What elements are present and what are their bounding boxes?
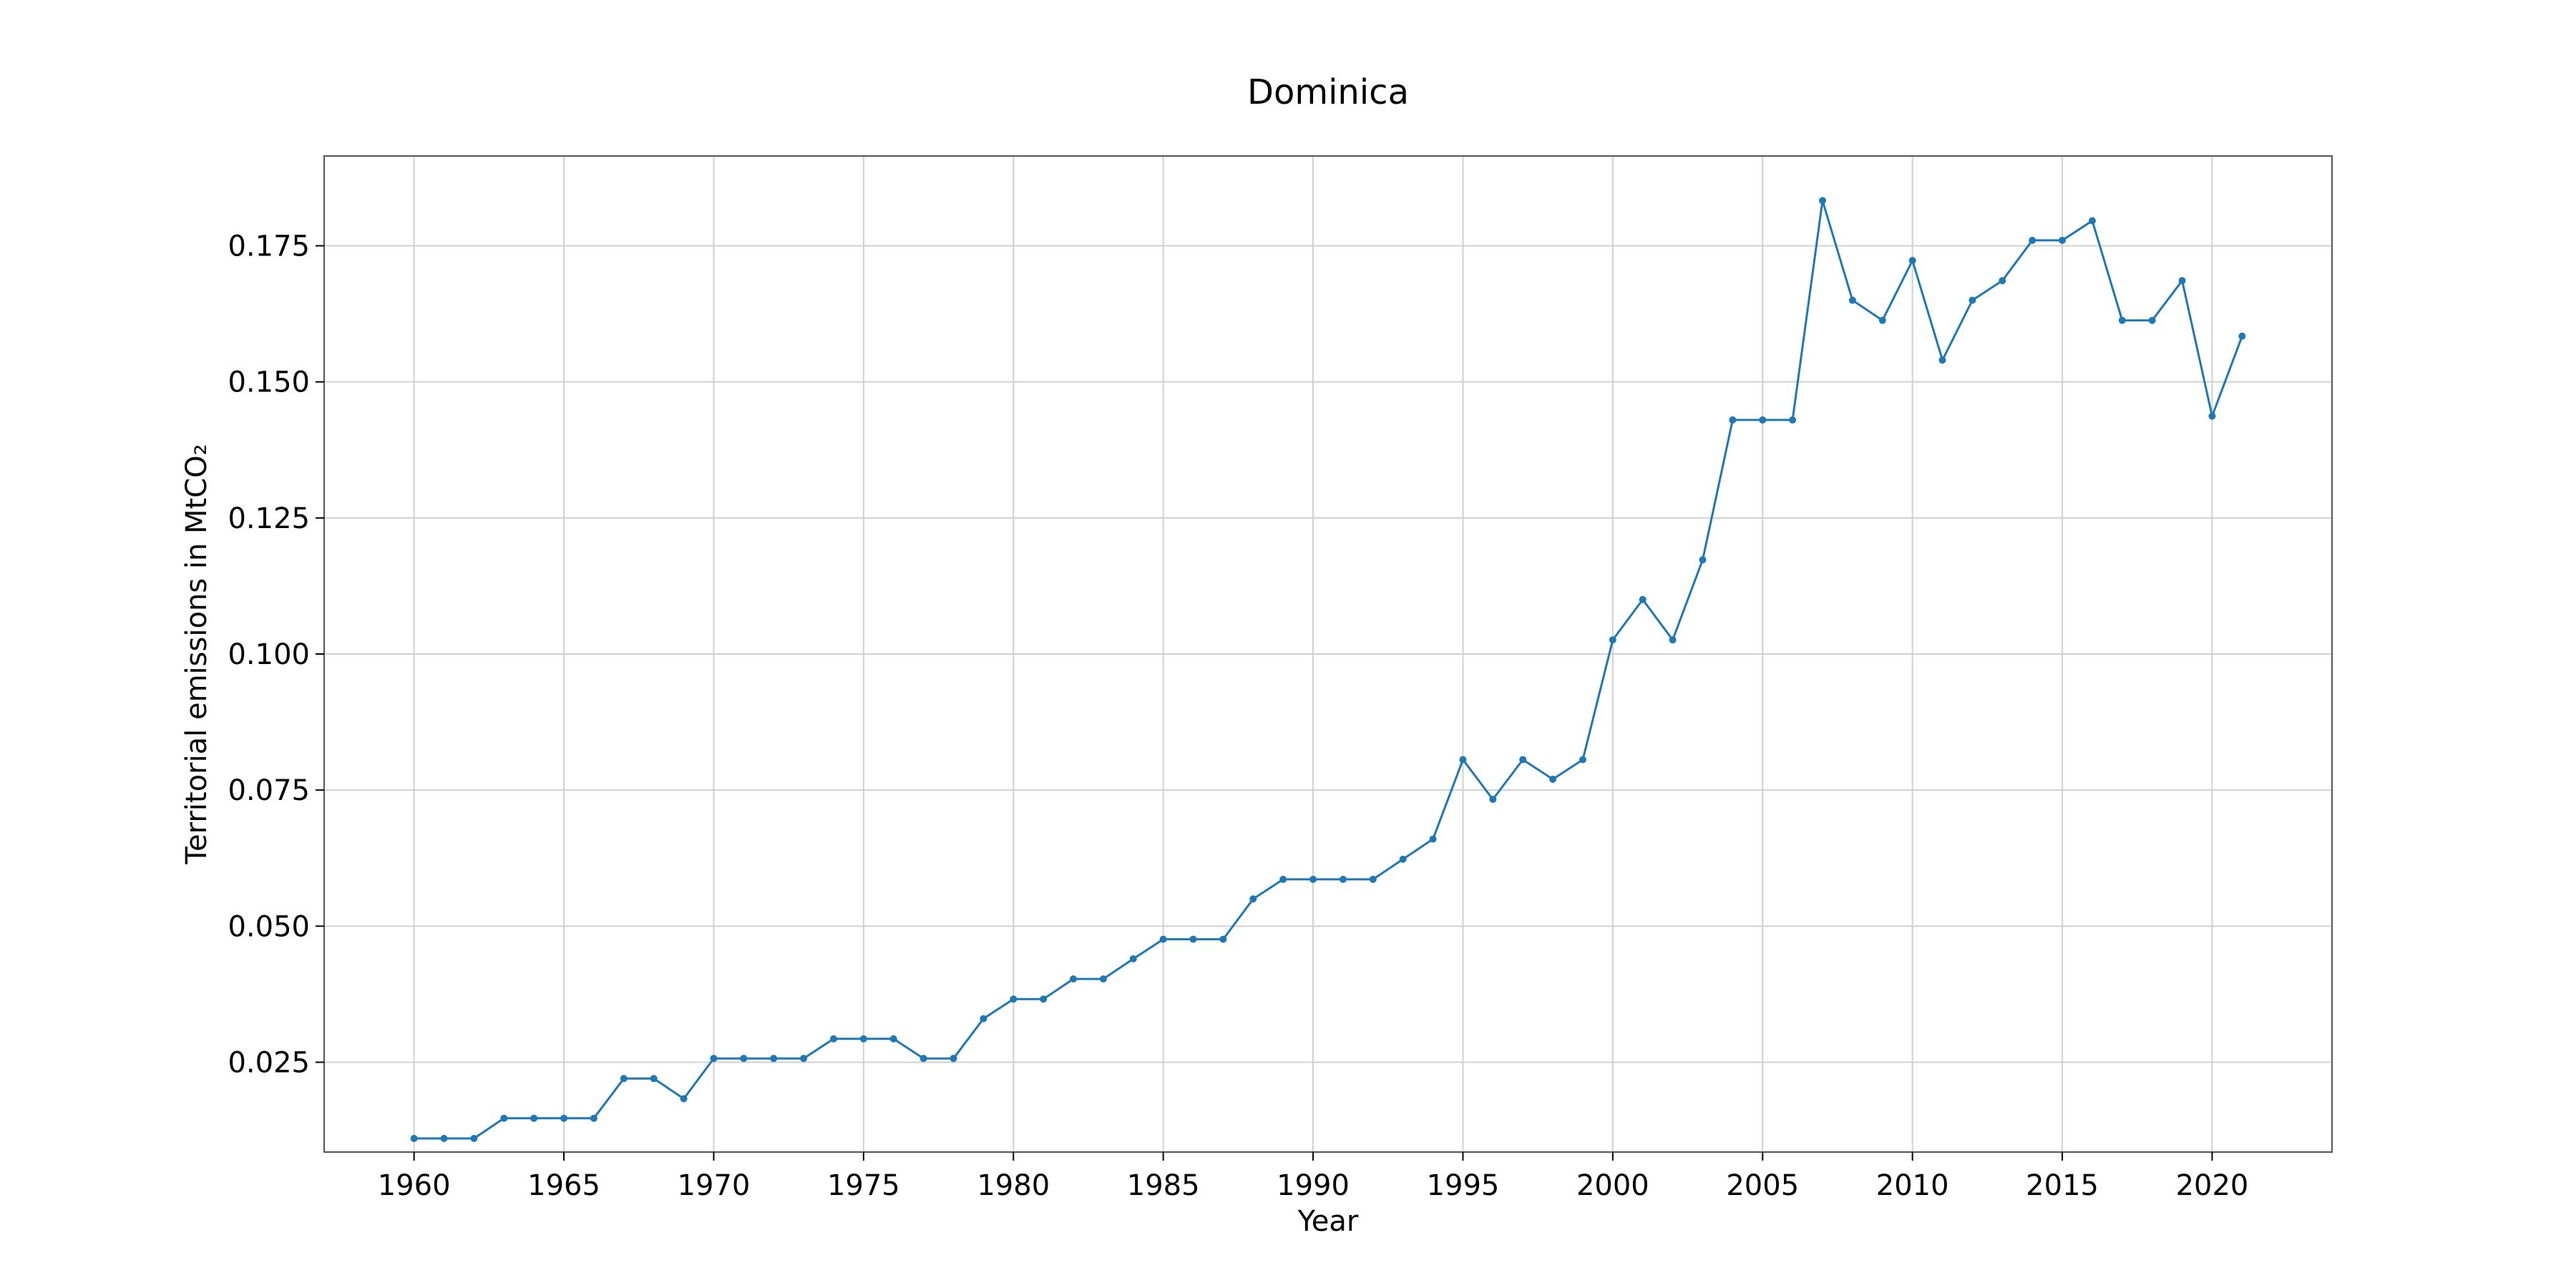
x-tick-label: 1965 [527,1169,600,1202]
data-point [470,1134,478,1142]
data-point [1339,875,1347,883]
data-point [590,1114,597,1122]
x-tick-label: 2010 [1876,1169,1949,1202]
data-point [800,1055,808,1063]
x-tick-label: 1990 [1277,1169,1350,1202]
data-point [440,1134,448,1142]
data-point [2208,412,2216,420]
data-point [980,1015,987,1023]
data-point [919,1055,927,1063]
x-tick-label: 1975 [827,1169,900,1202]
x-tick-label: 1980 [977,1169,1050,1202]
data-point [2088,217,2096,225]
data-point [2178,277,2186,285]
data-point [2118,316,2126,324]
x-tick-label: 1960 [378,1169,451,1202]
data-point [650,1075,658,1083]
data-point [710,1055,718,1063]
grid-layer [324,156,2332,1152]
data-point [1070,975,1078,983]
data-point [1729,416,1737,424]
data-point [829,1035,837,1043]
data-point [1519,756,1527,763]
data-point [1369,875,1377,883]
data-point [1489,796,1497,804]
data-point [1878,316,1886,324]
y-tick-label: 0.050 [228,910,310,943]
data-point [620,1075,628,1083]
y-tick-label: 0.175 [228,230,310,263]
data-point [1159,935,1167,943]
data-point [1968,296,1976,304]
ticks-layer: 1960 1965 1970 1975 1980 1985 1990 1995 2000 2005… [228,230,2248,1202]
data-point [560,1114,568,1122]
data-point [1279,875,1287,883]
data-point [530,1114,538,1122]
data-point [2059,236,2067,244]
x-axis-label: Year [1297,1205,1359,1238]
data-point [1099,975,1107,983]
data-point [1249,895,1257,903]
data-point [1759,416,1767,424]
y-tick-label: 0.100 [228,638,310,671]
data-point [2238,332,2246,340]
data-point [1848,296,1856,304]
data-point [680,1095,688,1103]
data-point [500,1114,508,1122]
series-line [414,200,2243,1140]
data-point [1040,995,1048,1003]
data-point [1219,935,1227,943]
data-point [1639,595,1646,603]
x-tick-label: 1995 [1427,1169,1500,1202]
x-tick-label: 2015 [2026,1169,2099,1202]
data-point [1699,556,1707,564]
data-point [1789,416,1797,424]
data-point [740,1055,748,1063]
data-point [889,1035,897,1043]
data-point [1609,636,1616,644]
data-point [1819,197,1827,205]
data-point [1579,756,1586,763]
data-point [2029,236,2036,244]
data-point [1908,257,1916,265]
data-point [1010,995,1018,1003]
data-point [859,1035,867,1043]
data-point [1549,775,1557,783]
data-point [1309,875,1317,883]
x-tick-label: 2020 [2176,1169,2249,1202]
data-point [2148,316,2156,324]
y-tick-label: 0.150 [228,366,310,399]
y-tick-label: 0.125 [228,502,310,535]
data-point [1999,277,2006,285]
x-tick-label: 1970 [678,1169,751,1202]
data-point [1459,756,1467,763]
data-point [1189,935,1197,943]
y-tick-label: 0.025 [228,1046,310,1079]
y-tick-label: 0.075 [228,774,310,807]
y-axis-label: Territorial emissions in MtCO₂ [180,444,213,864]
data-point [1669,636,1677,644]
chart-title: Dominica [1247,72,1409,112]
data-point [410,1134,418,1142]
data-point [950,1055,957,1063]
data-point [1429,835,1437,843]
x-tick-label: 1985 [1127,1169,1200,1202]
data-point [770,1055,778,1063]
series-layer [410,197,2246,1142]
data-point [1399,855,1407,863]
data-point [1129,955,1137,962]
x-tick-label: 2005 [1726,1169,1799,1202]
x-tick-label: 2000 [1576,1169,1649,1202]
data-point [1938,356,1946,364]
